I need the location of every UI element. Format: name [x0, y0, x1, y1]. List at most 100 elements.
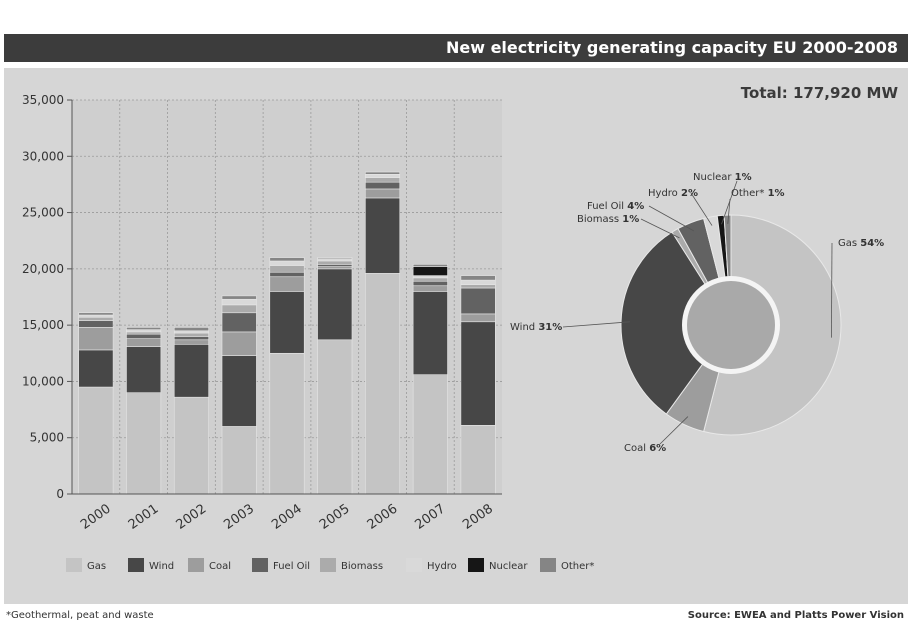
bar-segment-coal [365, 188, 401, 199]
legend: Gas Wind Coal Fuel Oil Biomass Hydro Nuclear Ot… [66, 558, 594, 572]
bar-segment-hydro [173, 330, 209, 334]
title-bar: New electricity generating capacity EU 2… [4, 34, 908, 62]
bar-segment-hydro [221, 298, 257, 306]
donut-leader-line [727, 198, 731, 224]
bar-segment-coal [173, 339, 209, 345]
bar-segment-other [269, 257, 305, 262]
bar-segment-fuel-oil [173, 336, 209, 341]
bar-segment-coal [78, 327, 114, 351]
donut-label: Wind 31% [510, 322, 562, 333]
donut-label: Gas 54% [838, 238, 884, 249]
bar-segment-hydro [365, 173, 401, 178]
bar-segment-gas [221, 426, 257, 495]
bar-segment-gas [412, 374, 448, 495]
bar-segment-other [317, 257, 353, 260]
legend-label: Hydro [427, 561, 457, 572]
bar-segment-hydro [78, 314, 114, 318]
donut-leader-line [690, 192, 713, 226]
y-tick-label: 0 [56, 487, 64, 501]
bar-segment-other [221, 295, 257, 300]
x-tick-label: 2003 [221, 501, 257, 532]
bar-segment-other [365, 171, 401, 175]
bar-segment-fuel-oil [412, 280, 448, 287]
legend-label: Fuel Oil [273, 561, 310, 572]
bar-segment-fuel-oil [460, 287, 496, 315]
bar-segment-gas [173, 396, 209, 495]
bar-segment-coal [317, 266, 353, 270]
x-tick-label: 2008 [460, 501, 496, 532]
bar-segment-wind [126, 346, 162, 393]
bar-segment-biomass [412, 277, 448, 282]
bar-segment-gas [460, 425, 496, 495]
donut-leader-line [562, 321, 630, 328]
x-tick-label: 2006 [365, 501, 401, 532]
x-tick-label: 2005 [317, 501, 353, 532]
bar-segment-fuel-oil [221, 312, 257, 333]
bar-segment-hydro [460, 279, 496, 285]
bar-segment-coal [460, 313, 496, 323]
bar-segment-biomass [317, 260, 353, 265]
bar-segment-fuel-oil [365, 181, 401, 190]
bar-segment-biomass [126, 331, 162, 335]
bar-segment-hydro [317, 258, 353, 262]
bar-segment-wind [269, 291, 305, 354]
bar-segment-wind [317, 268, 353, 341]
donut-leader-line [659, 416, 689, 445]
x-tick-label: 2004 [269, 501, 305, 532]
bar-segment-wind [412, 291, 448, 375]
chart-title: New electricity generating capacity EU 2… [445, 38, 898, 57]
bar-segment-wind [78, 349, 114, 388]
bar-segment-fuel-oil [317, 264, 353, 267]
donut-leader-line [721, 180, 738, 225]
y-tick-label: 10,000 [22, 374, 64, 388]
donut-chart: Gas 54% Coal 6% Wind 31% Biomass 1% Fuel Oil… [510, 172, 884, 454]
bar-segment-gas [365, 273, 401, 495]
donut-label: Nuclear 1% [693, 172, 752, 183]
bar-segment-hydro [412, 275, 448, 279]
y-tick-label: 20,000 [22, 262, 64, 276]
legend-swatch [252, 558, 268, 572]
bar-segment-fuel-oil [269, 271, 305, 278]
stacked-bars [78, 171, 496, 495]
y-tick-label: 5,000 [30, 431, 64, 445]
donut-label: Fuel Oil 4% [587, 201, 644, 212]
legend-label: Coal [209, 561, 231, 572]
bar-segment-coal [126, 338, 162, 347]
donut-label: Hydro 2% [648, 188, 698, 199]
y-tick-label: 30,000 [22, 149, 64, 163]
bar-segment-fuel-oil [78, 320, 114, 328]
bar-segment-biomass [365, 177, 401, 183]
x-tick-label: 2002 [174, 501, 210, 532]
total-capacity-label: Total: 177,920 MW [740, 84, 898, 102]
legend-label: Biomass [341, 561, 383, 572]
bar-segment-coal [269, 276, 305, 292]
donut-label: Other* 1% [731, 188, 785, 199]
bar-segment-fuel-oil [126, 333, 162, 339]
donut-label: Coal 6% [624, 443, 666, 454]
bar-segment-wind [365, 197, 401, 274]
legend-swatch [468, 558, 484, 572]
bar-segment-wind [221, 355, 257, 427]
legend-swatch [188, 558, 204, 572]
bar-segment-coal [221, 331, 257, 356]
bar-segment-hydro [126, 329, 162, 333]
donut-hole [687, 281, 775, 369]
y-tick-label: 15,000 [22, 318, 64, 332]
bar-segment-gas [78, 386, 114, 495]
legend-swatch [128, 558, 144, 572]
legend-label: Wind [149, 561, 174, 572]
donut-leader-line [640, 218, 680, 239]
bar-segment-other [78, 312, 114, 316]
bar-segment-other [412, 264, 448, 267]
donut-label: Biomass 1% [577, 214, 639, 225]
bar-segment-wind [173, 343, 209, 398]
legend-label: Nuclear [489, 561, 528, 572]
legend-swatch [66, 558, 82, 572]
bar-segment-biomass [173, 332, 209, 337]
bar-segment-other [173, 327, 209, 332]
y-tick-label: 35,000 [22, 93, 64, 107]
bar-segment-biomass [460, 284, 496, 289]
donut-leader-line [648, 205, 694, 232]
bar-segment-biomass [269, 265, 305, 273]
